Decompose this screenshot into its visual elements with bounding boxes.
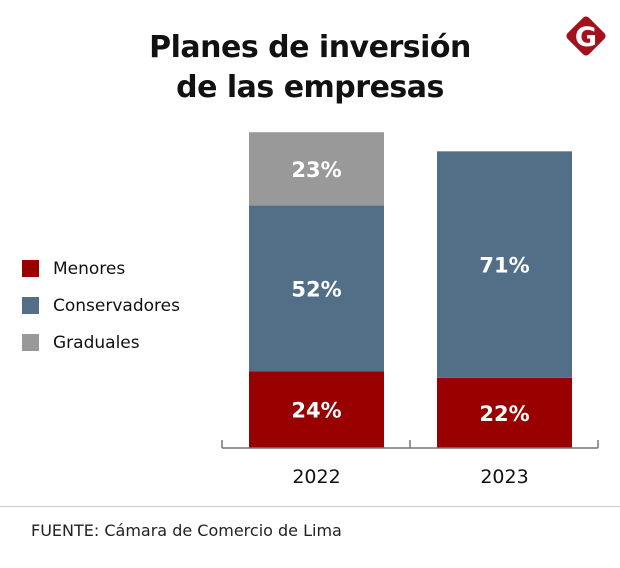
legend-item-graduales: Graduales: [22, 324, 180, 361]
data-label: 22%: [479, 402, 529, 426]
chart-title-line-2: de las empresas: [176, 70, 444, 105]
data-label: 71%: [479, 254, 529, 278]
source-note: FUENTE: Cámara de Comercio de Lima: [31, 521, 342, 540]
divider: [0, 506, 620, 507]
legend-label: Menores: [53, 258, 126, 279]
bar-segment-conservadores-2022: [249, 205, 384, 372]
logo-diamond: [566, 16, 606, 56]
legend-label: Conservadores: [53, 295, 180, 316]
legend-swatch: [22, 334, 39, 351]
x-tick-label: 2022: [292, 466, 340, 488]
chart-title: Planes de inversión de las empresas: [0, 28, 620, 108]
legend-swatch: [22, 260, 39, 277]
bar-segment-graduales-2022: [249, 132, 384, 206]
logo: G: [566, 16, 606, 56]
bar-segment-conservadores-2023: [437, 151, 572, 378]
legend-label: Graduales: [53, 332, 140, 353]
legend-swatch: [22, 297, 39, 314]
logo-letter: G: [575, 22, 597, 53]
data-label: 24%: [291, 399, 341, 423]
bar-segment-menores-2023: [437, 377, 572, 448]
data-label: 23%: [291, 158, 341, 182]
chart-title-line-1: Planes de inversión: [149, 30, 471, 65]
data-label: 52%: [291, 278, 341, 302]
legend-item-menores: Menores: [22, 250, 180, 287]
legend-item-conservadores: Conservadores: [22, 287, 180, 324]
bar-segment-menores-2022: [249, 371, 384, 448]
x-axis: [221, 440, 599, 449]
x-tick-label: 2023: [480, 466, 528, 488]
legend: Menores Conservadores Graduales: [22, 250, 180, 361]
